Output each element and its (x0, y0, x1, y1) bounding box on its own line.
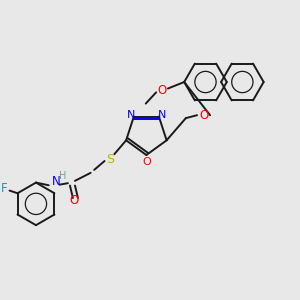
Text: F: F (1, 182, 8, 195)
Text: S: S (106, 153, 114, 166)
Text: H: H (59, 171, 66, 182)
Text: N: N (51, 175, 60, 188)
Text: O: O (142, 157, 151, 166)
Text: O: O (70, 194, 79, 207)
Text: O: O (158, 84, 167, 98)
Text: O: O (199, 109, 208, 122)
Text: N: N (127, 110, 135, 120)
Text: N: N (158, 110, 166, 120)
